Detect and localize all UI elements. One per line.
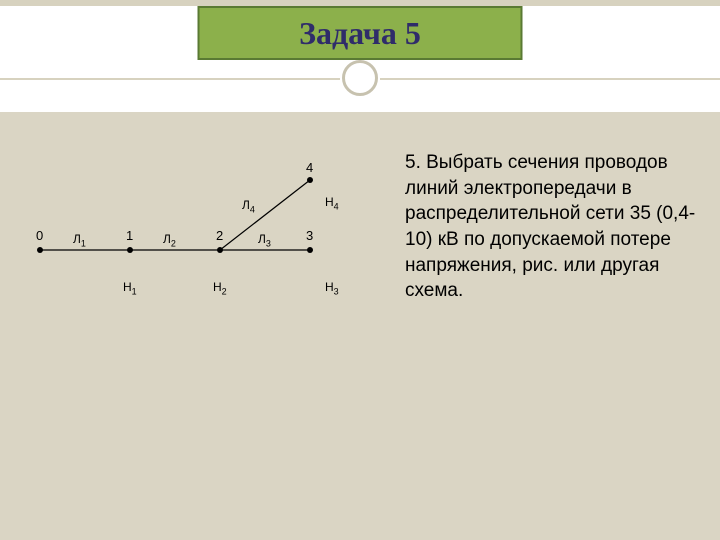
node-1: [127, 247, 133, 253]
node-label-4: 4: [306, 160, 313, 175]
edge-label-l3: Л3: [258, 232, 271, 248]
title-banner: Задача 5: [198, 6, 523, 60]
load-label-h3: Н3: [325, 280, 339, 296]
node-label-1: 1: [126, 228, 133, 243]
node-label-2: 2: [216, 228, 223, 243]
node-label-3: 3: [306, 228, 313, 243]
load-label-h1: Н1: [123, 280, 137, 296]
load-label-h4: Н4: [325, 195, 339, 211]
node-2: [217, 247, 223, 253]
page-title: Задача 5: [299, 15, 421, 52]
diagram-svg: [10, 150, 380, 360]
node-0: [37, 247, 43, 253]
node-4: [307, 177, 313, 183]
decor-line-left: [0, 78, 340, 80]
network-diagram: 0 1 2 3 4 Л1 Л2 Л3 Л4 Н1 Н2 Н3 Н4: [10, 150, 380, 360]
decor-line-right: [380, 78, 720, 80]
edge-label-l2: Л2: [163, 232, 176, 248]
edge-label-l4: Л4: [242, 198, 255, 214]
node-3: [307, 247, 313, 253]
load-label-h2: Н2: [213, 280, 227, 296]
node-label-0: 0: [36, 228, 43, 243]
edge-label-l1: Л1: [73, 232, 86, 248]
ring-decoration: [342, 60, 378, 96]
problem-text: 5. Выбрать сечения проводов линий электр…: [405, 150, 710, 304]
